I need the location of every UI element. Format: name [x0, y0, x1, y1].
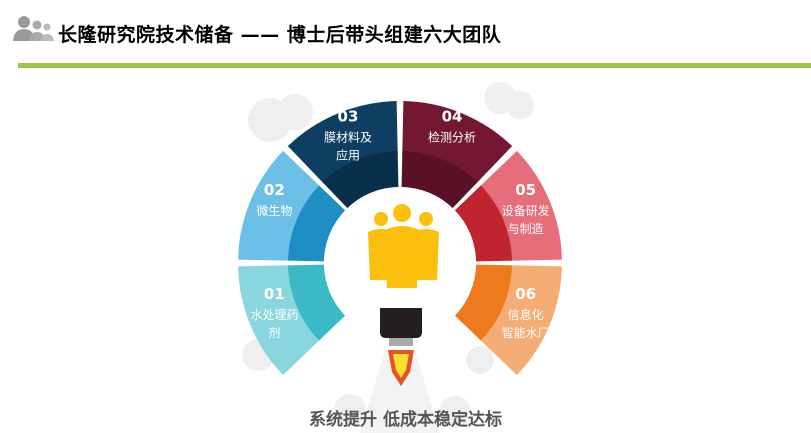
segment-inner	[288, 264, 346, 341]
page-title: 长隆研究院技术储备 —— 博士后带头组建六大团队	[58, 24, 502, 46]
segment-line2: 智能水厂	[502, 325, 550, 340]
segment-line2: 剂	[268, 325, 280, 340]
segment-outer	[238, 265, 321, 376]
segment-line1: 检测分析	[428, 129, 476, 144]
segment-line2: 与制造	[508, 222, 544, 236]
segment-outer	[287, 101, 398, 184]
segment-line1: 水处理药	[250, 308, 298, 322]
segment-num: 03	[338, 107, 359, 125]
users-icon	[13, 16, 54, 41]
rocket-flame-icon	[380, 308, 422, 386]
segment-outer	[238, 150, 321, 261]
segment-outer	[402, 101, 513, 184]
segment-line1: 设备研发	[502, 203, 550, 218]
segment-num: 01	[264, 285, 285, 303]
segment-num: 04	[442, 107, 463, 125]
segment-inner	[454, 185, 512, 262]
segment-num: 06	[515, 285, 536, 303]
caption: 系统提升 低成本稳定达标	[309, 410, 502, 430]
segment-04: 04 检测分析	[401, 101, 513, 209]
segment-inner	[322, 151, 399, 209]
segment-outer	[479, 265, 562, 376]
segment-outer	[479, 150, 562, 261]
segment-line1: 信息化	[508, 307, 544, 322]
segment-line1: 膜材料及	[324, 130, 372, 144]
segment-num: 02	[264, 181, 285, 199]
segment-inner	[288, 185, 346, 262]
segment-num: 05	[515, 181, 536, 199]
segment-line1: 微生物	[256, 204, 292, 218]
segment-inner	[401, 151, 478, 209]
team-people-icon	[368, 204, 439, 288]
divider	[18, 63, 811, 68]
segment-02: 02 微生物	[238, 150, 346, 262]
segment-line2: 应用	[336, 147, 360, 162]
segment-inner	[454, 264, 512, 341]
